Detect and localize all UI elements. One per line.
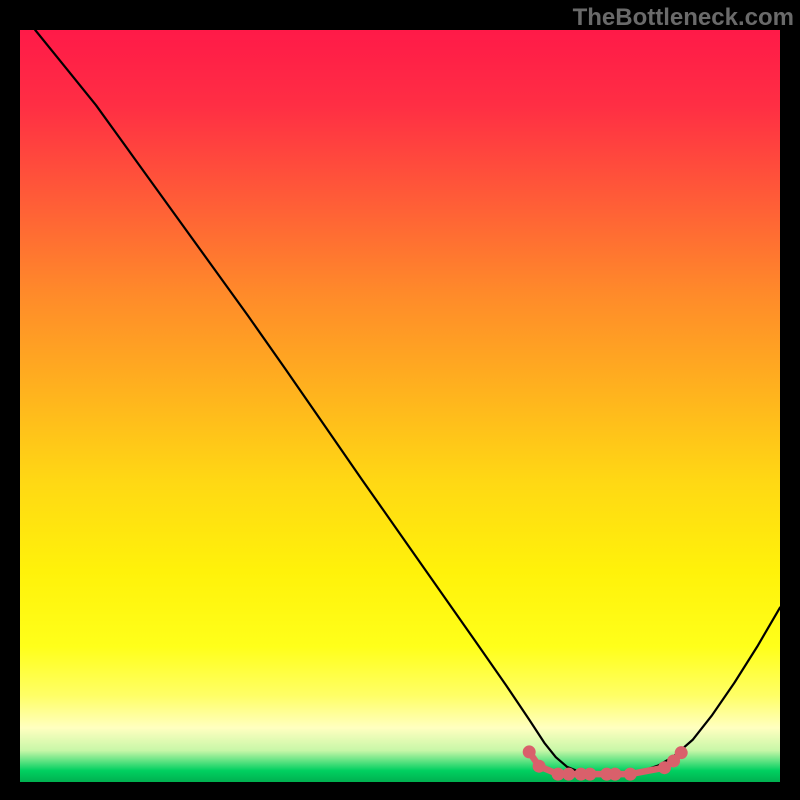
plot-svg [20,30,780,782]
watermark-text: TheBottleneck.com [573,4,794,31]
plot-area [20,30,780,782]
watermark: TheBottleneck.com [573,4,794,32]
